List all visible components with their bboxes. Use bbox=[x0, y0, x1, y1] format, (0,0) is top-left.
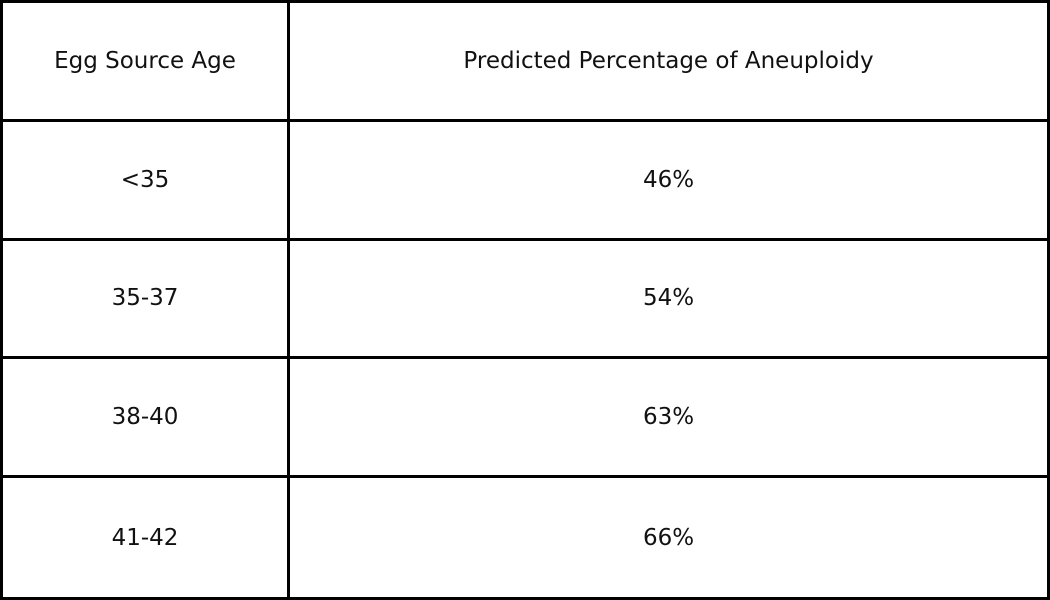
header-cell: Egg Source Age bbox=[3, 3, 290, 122]
table-cell: 46% bbox=[290, 122, 1047, 241]
table-cell: 66% bbox=[642, 524, 695, 551]
table-cell: <35 bbox=[3, 121, 290, 241]
table-cell: 38-40 bbox=[3, 359, 290, 479]
table-cell: 41-42 bbox=[3, 478, 290, 597]
table-cell: 63% bbox=[290, 359, 1047, 479]
table-cell: 35-37 bbox=[3, 240, 290, 360]
header-cell: Predicted Percentage of Aneuploidy bbox=[290, 3, 1047, 122]
table-cell: 54% bbox=[290, 241, 1047, 360]
